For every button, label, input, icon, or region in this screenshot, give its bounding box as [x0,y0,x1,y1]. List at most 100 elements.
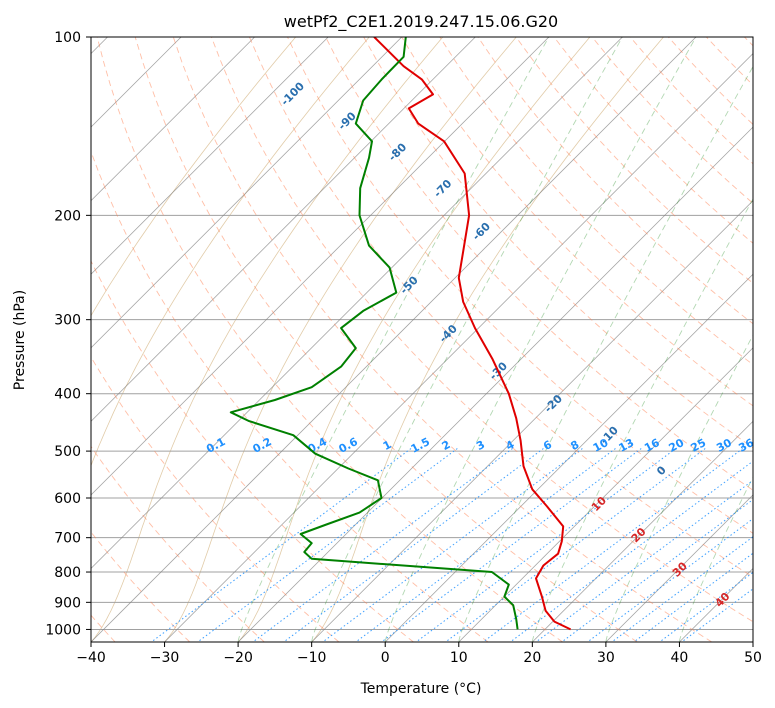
x-axis-label: Temperature (°C) [360,681,482,697]
wet-bulb-label: -20 [542,392,565,415]
x-tick-label: −30 [150,650,180,666]
moist-adiabat-line [531,198,753,642]
profile-lines [229,37,572,631]
mixing-ratio-label: 0.4 [306,435,330,456]
y-tick-label: 100 [54,30,81,46]
dry-adiabat-line [96,37,563,642]
theta-e-line [164,37,517,642]
mixing-ratio-label: 20 [667,436,687,455]
isotherm-line [91,37,329,275]
mixing-ratio-line [659,571,753,642]
mixing-ratio-label: 0.1 [204,435,227,456]
y-tick-label: 900 [54,595,81,611]
theta-e-line [91,37,297,317]
moist-adiabat-line [384,37,697,642]
dry-adiabat-line [667,37,753,126]
theta-e-line [237,37,591,642]
isotherm-line [91,37,697,642]
x-tick-label: −10 [297,650,327,666]
reference-lines [91,37,753,642]
isotherm-line [384,273,753,642]
theta-e-line [91,37,370,467]
moist-adiabat-label: 30 [670,559,690,579]
dry-adiabat-line [439,37,753,366]
dry-adiabat-line [287,37,753,534]
isotherm-line [91,37,476,422]
dry-adiabat-line [91,445,265,642]
isotherm-line [237,126,753,642]
x-tick-label: 40 [671,650,689,666]
plot-frame [90,36,754,643]
dry-adiabat-line [210,37,753,623]
mixing-ratio-line [322,448,583,642]
x-tick-label: −20 [223,650,253,666]
isotherm-line [752,641,753,642]
moist-adiabat-line [237,37,550,642]
dry-adiabat-line [134,37,638,642]
moist-adiabat-line [311,37,623,642]
dry-adiabat-line [705,37,753,86]
mixing-ratio-label: 0.2 [251,435,274,456]
y-tick-label: 400 [54,387,81,403]
mixing-ratio-label: 36 [736,436,756,455]
isotherm-line [164,52,753,642]
dry-adiabat-line [91,259,414,642]
wet-bulb-label: 0 [654,463,669,478]
wet-bulb-label: -50 [398,273,421,296]
isotherm-line [458,347,753,642]
isotherm-line [605,494,753,642]
theta-e-line [311,37,664,642]
x-tick-label: 50 [744,650,762,666]
x-tick-label: 30 [597,650,615,666]
mixing-ratio-label: 13 [617,436,637,455]
isotherm-line [91,37,623,570]
theta-e-line [91,37,444,642]
dry-adiabat-line [553,37,753,244]
mixing-ratio-line [681,588,753,642]
dry-adiabat-line [744,37,753,47]
temperature-profile-line [373,37,572,631]
mixing-ratio-label: 30 [714,436,734,455]
y-axis-label: Pressure (hPa) [12,290,28,390]
wet-bulb-label: -80 [386,140,409,163]
mixing-ratio-line [283,448,544,642]
dewpoint-profile-line [229,37,519,630]
dry-adiabat-line [91,531,191,642]
x-tick-label: 10 [450,650,468,666]
mixing-ratio-label: 0.6 [337,435,361,456]
x-tick-label: 0 [381,650,390,666]
y-tick-label: 700 [54,531,81,547]
y-tick-label: 800 [54,565,81,581]
y-tick-label: 1000 [45,622,81,638]
isotherm-line [311,200,753,642]
dry-adiabat-line [172,37,713,642]
x-axis-ticks: −40 −30 −20 −10 0 10 20 30 40 50 [76,642,762,666]
mixing-ratio-label: 1.5 [409,435,432,456]
dry-adiabat-line [91,356,340,642]
reference-labels: -100-90-80-70-60-50-40-30-20-1000.1 0.2 0.… [204,79,756,610]
mixing-ratio-line [197,448,458,642]
isotherm-line [679,567,753,642]
chart-title: wetPf2_C2E1.2019.247.15.06.G20 [284,12,558,32]
y-tick-label: 200 [54,208,81,224]
moist-adiabat-line [458,65,753,642]
wet-bulb-label: -90 [336,109,359,132]
isotherm-line [91,37,403,349]
y-axis-ticks: 100 200 300 400 500 600 700 800 900 1000 [45,30,91,638]
y-tick-label: 600 [54,491,81,507]
dry-adiabat-line [477,37,753,325]
mixing-ratio-line [381,448,642,642]
dry-adiabat-line [248,37,753,578]
isotherm-line [91,37,550,496]
dry-adiabat-line [325,37,753,491]
moist-adiabat-label: 40 [713,590,733,610]
dry-adiabat-line [515,37,753,284]
wet-bulb-label: -100 [278,79,307,108]
mixing-ratio-label: 25 [689,436,709,455]
mixing-ratio-label: 10 [591,436,611,455]
wet-bulb-label: -70 [431,177,454,200]
moist-adiabat-line [678,476,753,642]
mixing-ratio-label: 16 [642,436,662,455]
isotherm-line [532,420,753,642]
